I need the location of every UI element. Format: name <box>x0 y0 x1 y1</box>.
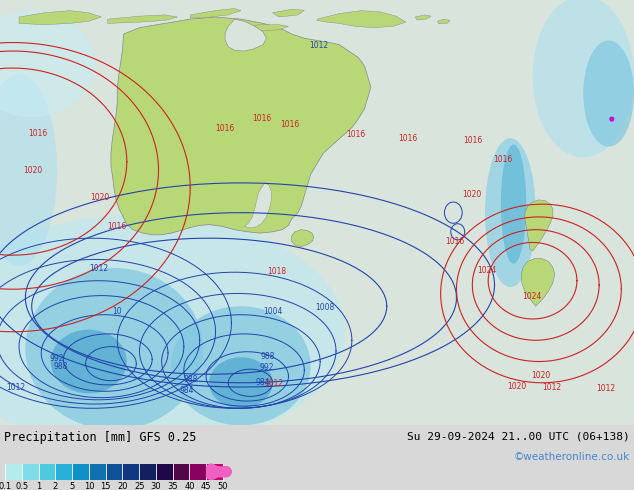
Text: 988: 988 <box>261 352 275 361</box>
Text: 1016: 1016 <box>252 114 271 122</box>
Bar <box>72 464 89 480</box>
Polygon shape <box>292 230 314 246</box>
Ellipse shape <box>485 138 536 287</box>
Polygon shape <box>108 15 178 24</box>
Ellipse shape <box>0 11 95 117</box>
Bar <box>156 464 172 480</box>
Text: 1020: 1020 <box>531 371 550 380</box>
Ellipse shape <box>609 117 614 122</box>
Polygon shape <box>19 11 101 24</box>
Bar <box>39 464 55 480</box>
Text: 992: 992 <box>259 364 273 372</box>
Text: 1016: 1016 <box>280 120 299 129</box>
Text: 10: 10 <box>112 307 122 316</box>
Text: 0.1: 0.1 <box>0 482 11 490</box>
Polygon shape <box>273 9 304 17</box>
Text: 1012: 1012 <box>543 383 562 392</box>
Text: 35: 35 <box>167 482 178 490</box>
Text: 988: 988 <box>53 362 67 371</box>
Text: 20: 20 <box>117 482 127 490</box>
Text: 1020: 1020 <box>91 193 110 202</box>
Text: 1020: 1020 <box>507 382 526 391</box>
Bar <box>55 464 72 480</box>
Text: 15: 15 <box>100 482 111 490</box>
Text: 1016: 1016 <box>347 130 366 139</box>
Bar <box>206 464 223 480</box>
Polygon shape <box>437 19 450 24</box>
Text: 1016: 1016 <box>216 124 235 133</box>
Polygon shape <box>317 11 406 27</box>
Ellipse shape <box>25 268 203 430</box>
Text: Su 29-09-2024 21..00 UTC (06+138): Su 29-09-2024 21..00 UTC (06+138) <box>407 431 630 441</box>
Bar <box>5 464 22 480</box>
Text: 1024: 1024 <box>522 293 541 301</box>
Text: 2: 2 <box>53 482 58 490</box>
Text: ©weatheronline.co.uk: ©weatheronline.co.uk <box>514 452 630 462</box>
Bar <box>172 464 190 480</box>
Polygon shape <box>111 17 371 235</box>
Bar <box>89 464 106 480</box>
Text: 45: 45 <box>201 482 212 490</box>
Ellipse shape <box>533 0 634 157</box>
Text: 988: 988 <box>183 375 197 384</box>
Polygon shape <box>241 24 288 30</box>
Text: 984: 984 <box>256 378 270 387</box>
Bar <box>122 464 139 480</box>
Text: 30: 30 <box>151 482 161 490</box>
Text: 1: 1 <box>36 482 41 490</box>
Ellipse shape <box>51 330 127 393</box>
Text: Precipitation [mm] GFS 0.25: Precipitation [mm] GFS 0.25 <box>4 431 197 444</box>
Text: 10: 10 <box>84 482 94 490</box>
Text: 1012: 1012 <box>309 42 328 50</box>
Text: 1012: 1012 <box>6 383 25 392</box>
Polygon shape <box>415 15 431 20</box>
Text: 1018: 1018 <box>268 267 287 276</box>
Text: 992: 992 <box>50 354 64 363</box>
Ellipse shape <box>209 357 273 408</box>
Text: 1016: 1016 <box>446 237 465 246</box>
Text: 1016: 1016 <box>29 129 48 139</box>
Text: 25: 25 <box>134 482 145 490</box>
Ellipse shape <box>0 215 346 449</box>
Text: 1004: 1004 <box>263 307 282 316</box>
Polygon shape <box>525 200 553 251</box>
Text: 50: 50 <box>217 482 228 490</box>
Bar <box>106 464 122 480</box>
Bar <box>139 464 156 480</box>
Text: 1008: 1008 <box>316 303 335 312</box>
Text: 1020: 1020 <box>462 190 481 199</box>
Text: 1016: 1016 <box>463 136 482 145</box>
Text: 1016: 1016 <box>398 134 417 143</box>
Text: 1012: 1012 <box>597 384 616 393</box>
Text: 0.5: 0.5 <box>15 482 29 490</box>
Bar <box>22 464 39 480</box>
Text: 40: 40 <box>184 482 195 490</box>
Text: 984: 984 <box>180 386 194 395</box>
Ellipse shape <box>583 40 634 147</box>
Polygon shape <box>190 8 241 18</box>
Polygon shape <box>244 183 271 228</box>
Bar <box>190 464 206 480</box>
Text: 1012: 1012 <box>89 264 108 273</box>
Text: 1012: 1012 <box>264 379 283 388</box>
Polygon shape <box>521 259 555 306</box>
Ellipse shape <box>501 145 526 264</box>
Text: 1016: 1016 <box>493 155 512 164</box>
Text: 1020: 1020 <box>23 167 42 175</box>
Text: 5: 5 <box>70 482 75 490</box>
Ellipse shape <box>171 306 311 425</box>
Ellipse shape <box>0 74 57 266</box>
Polygon shape <box>225 19 266 51</box>
Text: 1024: 1024 <box>477 267 496 275</box>
Text: 1016: 1016 <box>108 222 127 231</box>
